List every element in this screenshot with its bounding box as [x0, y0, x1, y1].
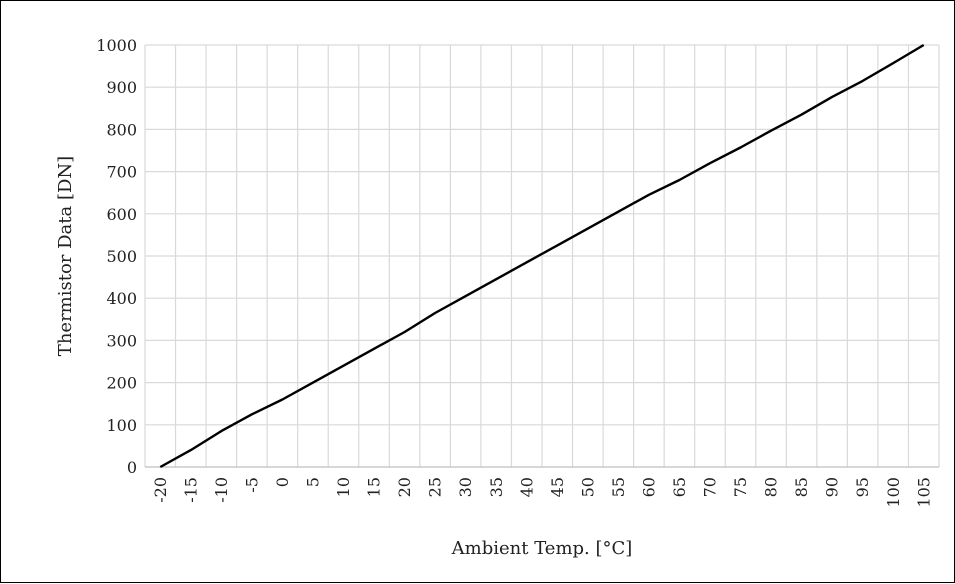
x-tick-label: 70	[701, 477, 720, 497]
x-tick-label: 0	[273, 477, 292, 487]
x-tick-label: 75	[731, 477, 750, 497]
y-tick-label: 800	[106, 120, 137, 139]
y-tick-label: 100	[106, 416, 137, 435]
x-tick-label: 65	[670, 477, 689, 497]
x-tick-label: 80	[762, 477, 781, 497]
x-tick-label: 20	[395, 477, 414, 497]
y-tick-label: 1000	[96, 36, 137, 55]
series-line	[159, 43, 925, 469]
y-tick-label: 300	[106, 331, 137, 350]
x-tick-label: 5	[304, 477, 323, 487]
y-tick-label: 600	[106, 205, 137, 224]
y-tick-label: 700	[106, 163, 137, 182]
x-tick-label: 55	[609, 477, 628, 497]
x-axis-title: Ambient Temp. [°C]	[451, 538, 633, 559]
x-tick-label: 30	[456, 477, 475, 497]
x-tick-label: -5	[242, 477, 261, 493]
x-tick-label: 40	[517, 477, 536, 497]
x-tick-label: 50	[578, 477, 597, 497]
y-tick-label: 900	[106, 78, 137, 97]
x-tick-label: 35	[487, 477, 506, 497]
y-tick-label: 400	[106, 289, 137, 308]
x-tick-label: 85	[792, 477, 811, 497]
x-tick-label: 105	[914, 477, 933, 508]
x-tick-label: 90	[823, 477, 842, 497]
x-tick-label: 45	[548, 477, 567, 497]
x-tick-label: 95	[853, 477, 872, 497]
y-tick-label: 0	[127, 458, 137, 477]
x-tick-label: -10	[212, 477, 231, 503]
x-tick-label: 100	[884, 477, 903, 508]
x-tick-label: 25	[426, 477, 445, 497]
y-tick-label: 500	[106, 247, 137, 266]
y-tick-label: 200	[106, 374, 137, 393]
x-tick-label: 60	[639, 477, 658, 497]
x-tick-label: -15	[181, 477, 200, 503]
x-tick-label: 10	[334, 477, 353, 497]
x-tick-label: -20	[151, 477, 170, 503]
x-tick-label: 15	[365, 477, 384, 497]
y-axis-title: Thermistor Data [DN]	[55, 156, 76, 356]
